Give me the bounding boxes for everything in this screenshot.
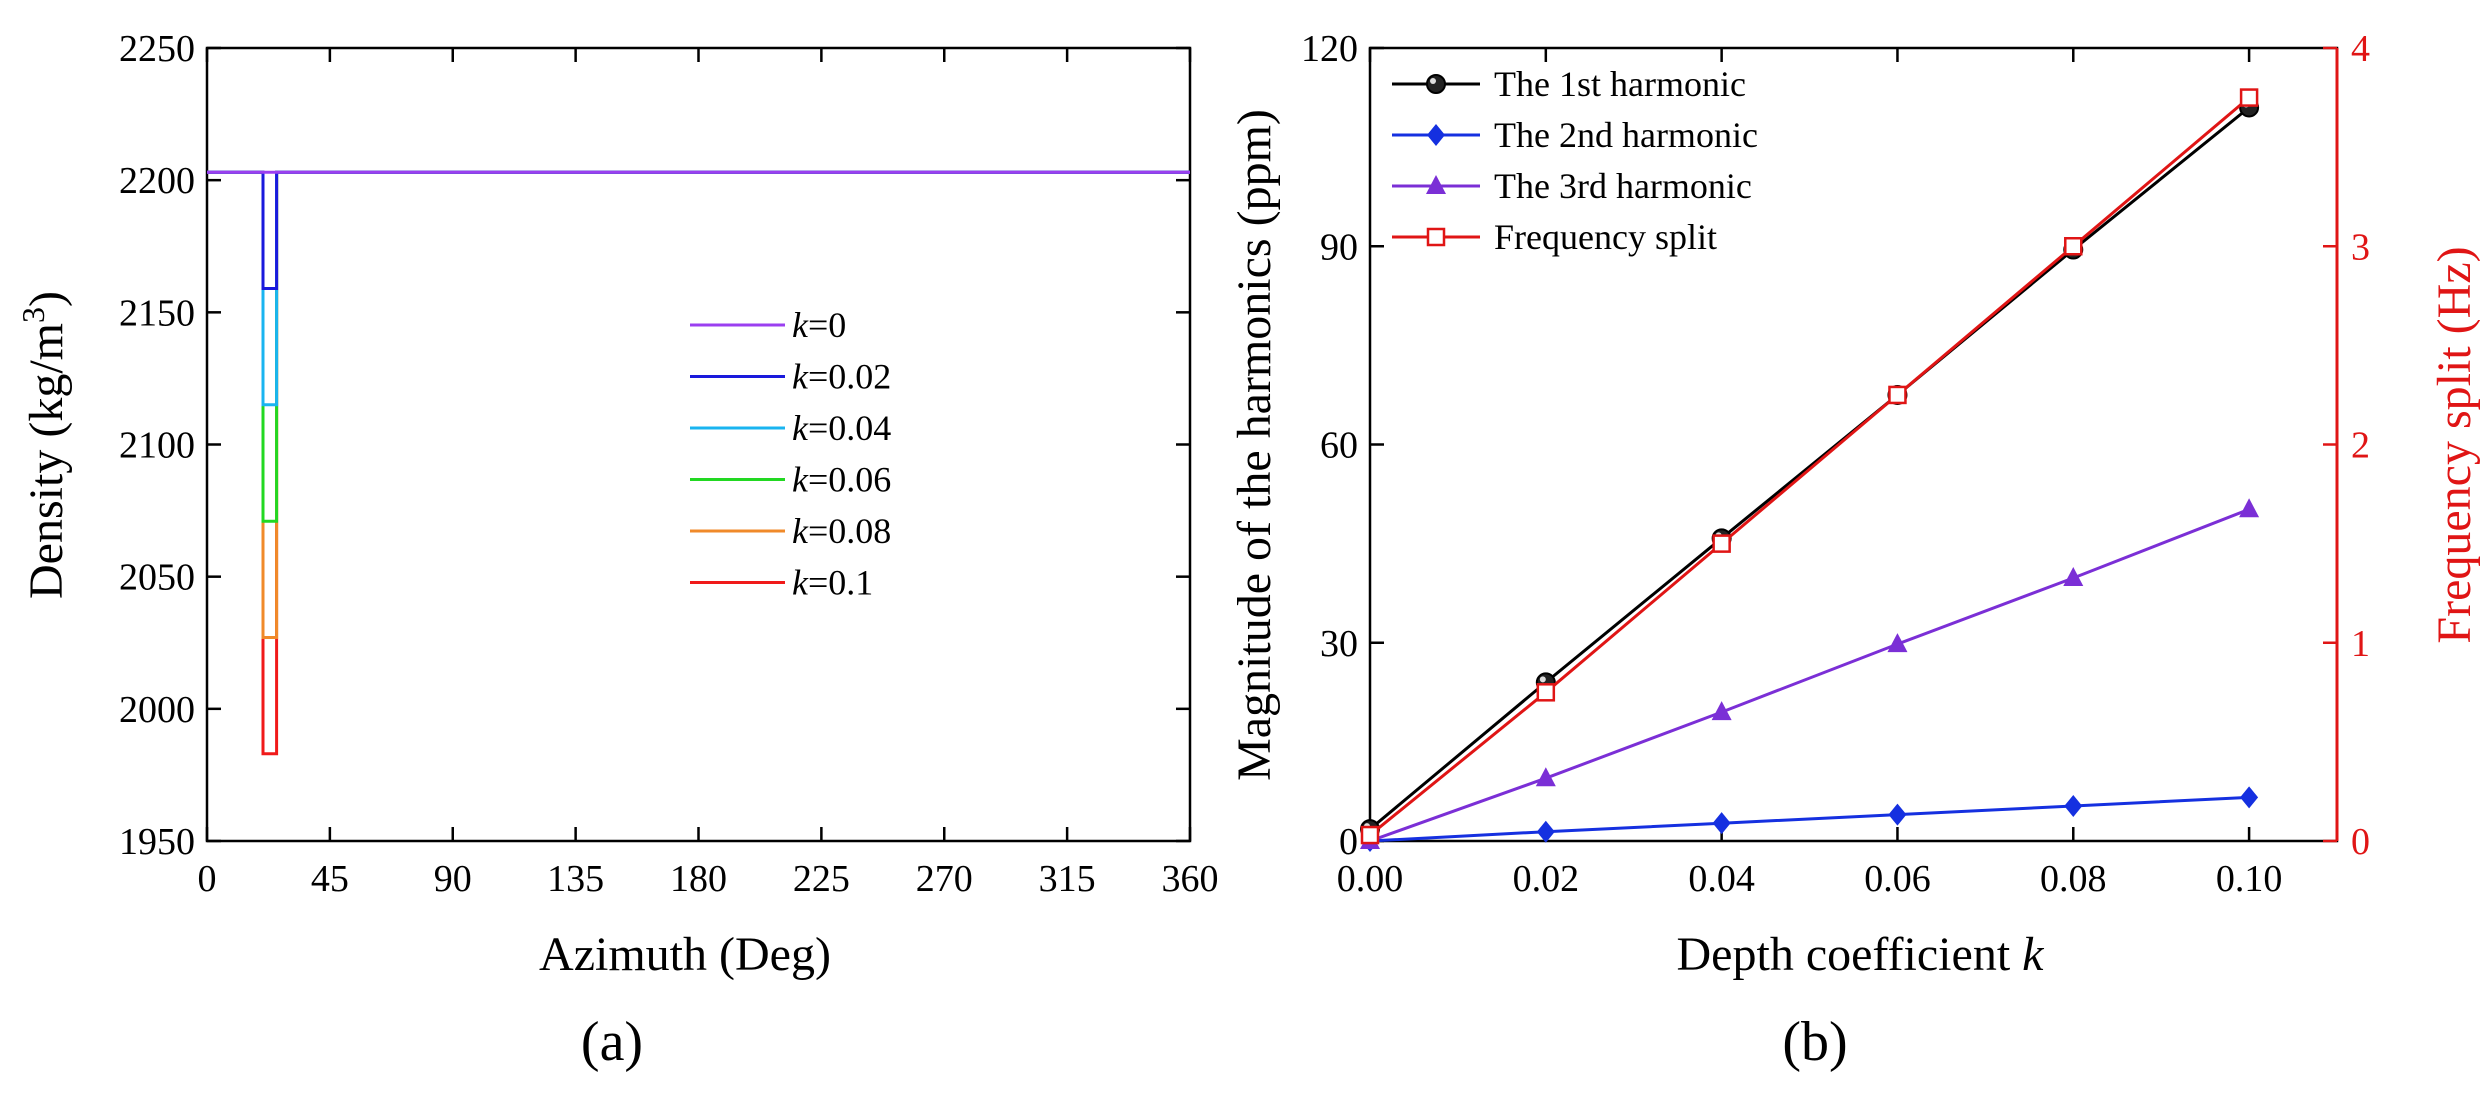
density-legend-label: k=0.06 xyxy=(792,460,891,500)
harmonics-left-y-tick-label: 0 xyxy=(1339,821,1358,863)
harmonics-right-y-tick-label: 0 xyxy=(2351,821,2370,863)
density-y-axis-label: Density (kg/m3) xyxy=(15,291,73,599)
third-harmonic-point xyxy=(1535,767,1556,787)
density-legend-label: k=0 xyxy=(792,305,846,345)
harmonics-right-y-tick-label: 3 xyxy=(2351,226,2370,268)
harmonics-x-tick-label: 0.04 xyxy=(1688,858,1755,900)
harmonics-x-tick-label: 0.06 xyxy=(1864,858,1931,900)
harmonics-x-tick-label: 0.10 xyxy=(2216,858,2283,900)
harmonics-left-y-tick-label: 60 xyxy=(1320,425,1358,467)
density-series-k0.06 xyxy=(207,170,1190,523)
density-legend-label: k=0.04 xyxy=(792,408,891,448)
frequency-split-point xyxy=(1712,534,1731,553)
density-legend-label: k=0.02 xyxy=(792,357,891,397)
frequency-split-point xyxy=(1536,683,1556,702)
density-series-k0.1 xyxy=(207,170,1190,756)
second-harmonic-point xyxy=(1888,803,1907,826)
panel-a-label: (a) xyxy=(581,1011,643,1073)
third-harmonic-point xyxy=(2239,498,2260,518)
harmonics-legend-marker xyxy=(1426,175,1446,194)
second-harmonic-point xyxy=(1536,820,1555,843)
density-chart: 0 45 90 135 180 225 270 315 360 1950 2000 2050 2100 2… xyxy=(15,28,1219,1073)
harmonics-left-y-tick-label: 30 xyxy=(1320,623,1358,665)
harmonics-legend-label: The 2nd harmonic xyxy=(1494,115,1758,155)
density-x-tick-label: 180 xyxy=(670,858,727,900)
density-y-tick-label: 2050 xyxy=(119,557,195,599)
frequency-split-point xyxy=(2239,88,2259,107)
third-harmonic-point xyxy=(2063,566,2084,586)
third-harmonic-point xyxy=(1887,633,1908,653)
panel-b-label: (b) xyxy=(1782,1011,1847,1073)
density-x-tick-label: 90 xyxy=(434,858,472,900)
harmonics-x-axis-label: Depth coefficient k xyxy=(1677,928,2046,981)
harmonics-x-tick-label: 0.08 xyxy=(2040,858,2107,900)
density-x-tick-label: 315 xyxy=(1039,858,1096,900)
density-plot-frame xyxy=(205,46,1192,843)
harmonics-right-y-tick-label: 4 xyxy=(2351,28,2370,70)
density-series-k0.04 xyxy=(207,170,1190,407)
density-x-tick-label: 45 xyxy=(311,858,349,900)
second-harmonic-point xyxy=(1712,812,1731,835)
frequency-split-point xyxy=(1360,825,1380,845)
harmonics-left-y-tick-label: 120 xyxy=(1301,28,1358,70)
harmonics-right-y-tick-label: 1 xyxy=(2351,623,2370,665)
density-x-tick-label: 225 xyxy=(793,858,850,900)
density-y-tick-label: 2100 xyxy=(119,425,195,467)
density-x-tick-label: 360 xyxy=(1162,858,1219,900)
third-harmonic-point xyxy=(1711,701,1732,721)
harmonics-right-y-tick-label: 2 xyxy=(2351,425,2370,467)
density-x-tick-label: 270 xyxy=(916,858,973,900)
second-harmonic-line xyxy=(1369,795,2250,843)
harmonics-legend-label: The 3rd harmonic xyxy=(1494,166,1752,206)
density-y-tick-label: 2250 xyxy=(119,28,195,70)
harmonics-legend-marker-highlight xyxy=(1430,78,1436,84)
density-series-k0.02 xyxy=(207,170,1190,290)
harmonics-left-y-axis-label: Magnitude of the harmonics (ppm) xyxy=(1228,109,1281,781)
harmonics-x-tick-label: 0.00 xyxy=(1337,858,1404,900)
density-x-tick-label: 0 xyxy=(198,858,217,900)
harmonics-x-tick-label: 0.02 xyxy=(1513,858,1580,900)
harmonics-legend-label: Frequency split xyxy=(1494,217,1717,257)
second-harmonic-point xyxy=(2240,786,2259,809)
density-x-tick-label: 135 xyxy=(547,858,604,900)
density-y-tick-label: 2150 xyxy=(119,292,195,334)
frequency-split-point xyxy=(1888,385,1907,405)
density-y-tick-label: 1950 xyxy=(119,821,195,863)
harmonics-legend-marker xyxy=(1426,74,1446,94)
second-harmonic-point xyxy=(2064,794,2083,817)
harmonics-left-y-tick-label: 90 xyxy=(1320,226,1358,268)
density-legend-label: k=0.08 xyxy=(792,511,891,551)
third-harmonic-line xyxy=(1369,507,2250,843)
harmonics-right-y-axis-label: Frequency split (Hz) xyxy=(2428,246,2480,643)
harmonics-chart: 0.00 0.02 0.04 0.06 0.08 0.10030609012001234 … xyxy=(1228,28,2480,1073)
harmonics-legend-label: The 1st harmonic xyxy=(1494,64,1746,104)
harmonics-legend-marker xyxy=(1426,227,1446,247)
harmonics-legend-marker xyxy=(1427,124,1445,146)
density-y-tick-label: 2000 xyxy=(119,689,195,731)
first-harmonic-point-highlight xyxy=(1539,676,1546,683)
density-legend-label: k=0.1 xyxy=(792,563,873,603)
first-harmonic-line xyxy=(1369,106,2251,831)
density-y-tick-label: 2200 xyxy=(119,160,195,202)
harmonics-legend: The 1st harmonic The 2nd harmonic The 3rd … xyxy=(1392,64,1758,257)
frequency-split-point xyxy=(2064,237,2083,256)
density-x-axis-label: Azimuth (Deg) xyxy=(539,928,831,981)
density-legend: k=0 k=0.02 k=0.04 k=0.06 k=0.08 k=0.1 xyxy=(690,305,891,603)
frequency-split-line xyxy=(1369,96,2251,837)
density-series-k0.08 xyxy=(207,170,1190,639)
